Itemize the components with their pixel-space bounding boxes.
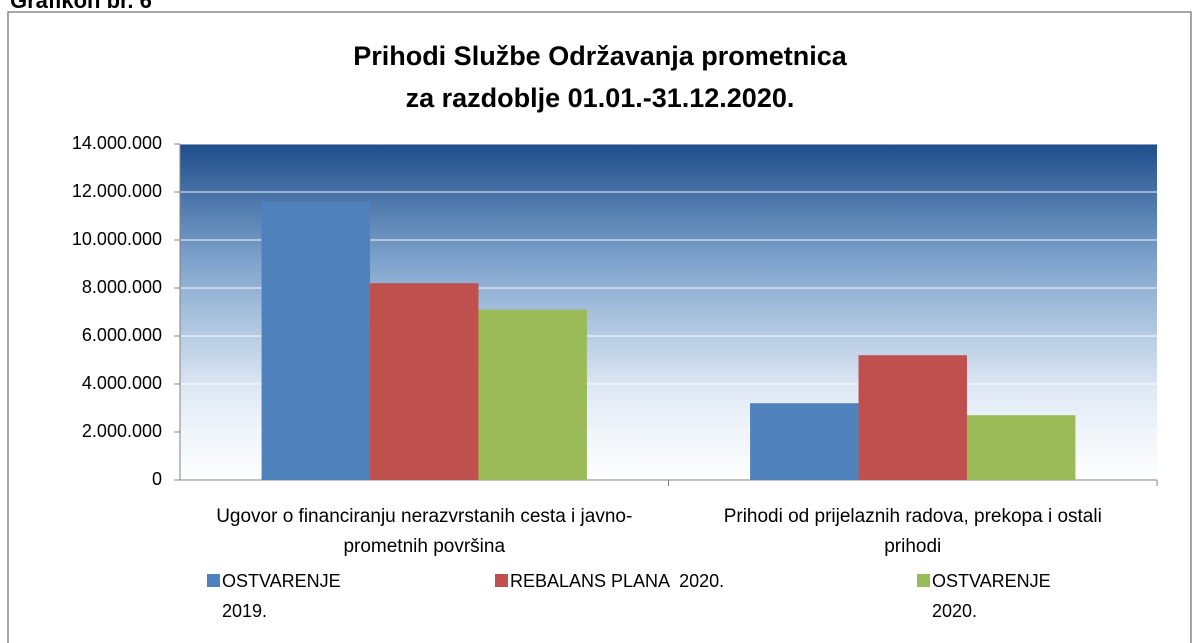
legend-label: REBALANS PLANA 2020. [510, 571, 725, 591]
y-tick-label: 0 [152, 469, 162, 489]
bar [750, 403, 859, 480]
bar [370, 283, 479, 480]
chart-title: Prihodi Službe Održavanja prometnica [353, 41, 848, 71]
legend-swatch [495, 574, 508, 587]
legend-swatch [207, 574, 220, 587]
bar [966, 415, 1076, 480]
x-tick-label: Ugovor o financiranju nerazvrstanih cest… [216, 506, 633, 557]
legend-label: OSTVARENJE 2020. [932, 571, 1056, 621]
y-tick-label: 12.000.000 [72, 181, 162, 201]
x-tick-label: Prihodi od prijelaznih radova, prekopa i… [723, 506, 1102, 557]
chart-subtitle: za razdoblje 01.01.-31.12.2020. [406, 83, 795, 113]
y-tick-label: 2.000.000 [82, 421, 162, 441]
y-tick-label: 8.000.000 [82, 277, 162, 297]
y-tick-label: 6.000.000 [82, 325, 162, 345]
legend-swatch [917, 574, 930, 587]
y-tick-label: 10.000.000 [72, 229, 162, 249]
legend-label: OSTVARENJE 2019. [222, 571, 346, 621]
bar [261, 201, 371, 480]
chart-border [7, 11, 1192, 643]
y-tick-label: 4.000.000 [82, 373, 162, 393]
bar [478, 309, 587, 480]
bar [858, 355, 967, 480]
y-tick-label: 14.000.000 [72, 133, 162, 153]
caption: Grafikon br. 6 [10, 0, 152, 13]
